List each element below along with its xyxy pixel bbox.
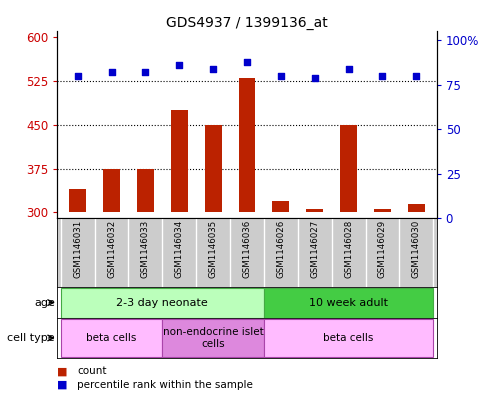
Bar xyxy=(306,209,323,212)
Text: GSM1146029: GSM1146029 xyxy=(378,220,387,278)
Text: GSM1146035: GSM1146035 xyxy=(209,220,218,278)
Bar xyxy=(61,288,264,318)
Text: non-endocrine islet
cells: non-endocrine islet cells xyxy=(163,327,263,349)
Bar xyxy=(162,319,264,357)
Bar xyxy=(408,204,425,212)
Point xyxy=(108,69,116,75)
Text: GSM1146028: GSM1146028 xyxy=(344,220,353,278)
Bar xyxy=(103,169,120,212)
Text: GSM1146032: GSM1146032 xyxy=(107,220,116,278)
Text: GSM1146030: GSM1146030 xyxy=(412,220,421,278)
Point xyxy=(412,73,420,79)
Text: GSM1146033: GSM1146033 xyxy=(141,220,150,278)
Point xyxy=(209,66,217,72)
Bar xyxy=(272,200,289,212)
Text: GSM1146036: GSM1146036 xyxy=(243,220,251,278)
Text: GSM1146026: GSM1146026 xyxy=(276,220,285,278)
Text: GSM1146027: GSM1146027 xyxy=(310,220,319,278)
Bar xyxy=(374,209,391,212)
Bar xyxy=(264,288,433,318)
Bar xyxy=(205,125,222,212)
Text: beta cells: beta cells xyxy=(323,333,374,343)
Point xyxy=(277,73,285,79)
Text: cell type: cell type xyxy=(7,333,55,343)
Text: 2-3 day neonate: 2-3 day neonate xyxy=(116,298,208,308)
Point xyxy=(141,69,149,75)
Bar xyxy=(171,110,188,212)
Text: GSM1146034: GSM1146034 xyxy=(175,220,184,278)
Point xyxy=(378,73,386,79)
Text: GSM1146031: GSM1146031 xyxy=(73,220,82,278)
Point xyxy=(311,75,319,81)
Bar xyxy=(137,169,154,212)
Point xyxy=(345,66,353,72)
Text: percentile rank within the sample: percentile rank within the sample xyxy=(77,380,253,390)
Point xyxy=(243,59,251,65)
Text: beta cells: beta cells xyxy=(86,333,137,343)
Title: GDS4937 / 1399136_at: GDS4937 / 1399136_at xyxy=(166,17,328,30)
Text: ■: ■ xyxy=(57,366,68,376)
Bar xyxy=(61,319,162,357)
Point xyxy=(175,62,183,68)
Text: ■: ■ xyxy=(57,380,68,390)
Text: count: count xyxy=(77,366,107,376)
Bar xyxy=(69,189,86,212)
Bar xyxy=(340,125,357,212)
Bar xyxy=(264,319,433,357)
Bar xyxy=(239,78,255,212)
Text: age: age xyxy=(34,298,55,308)
Point xyxy=(74,73,82,79)
Text: 10 week adult: 10 week adult xyxy=(309,298,388,308)
